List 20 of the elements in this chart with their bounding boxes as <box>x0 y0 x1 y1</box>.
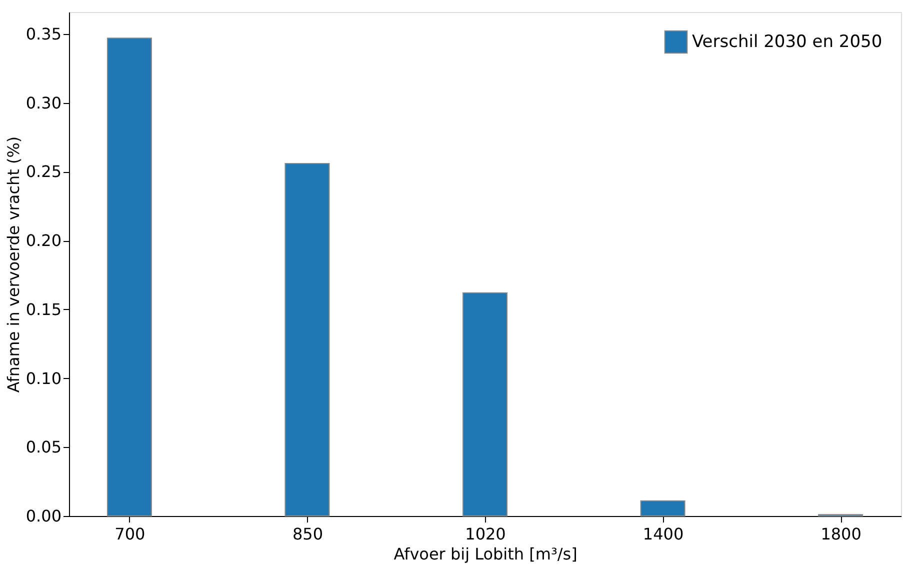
x-tick-label: 850 <box>292 524 323 544</box>
x-tick-label: 1020 <box>465 524 506 544</box>
y-tick-label: 0.35 <box>26 24 62 44</box>
y-tick-label: 0.25 <box>26 162 62 182</box>
y-tick-label: 0.00 <box>26 506 62 526</box>
y-axis-title: Afname in vervoerde vracht (%) <box>4 136 23 393</box>
x-tick-label: 700 <box>114 524 146 544</box>
x-axis-title: Afvoer bij Lobith [m³/s] <box>394 544 578 564</box>
y-tick-label: 0.10 <box>26 368 62 388</box>
y-tick-label: 0.05 <box>26 438 62 457</box>
y-tick-label: 0.15 <box>26 300 62 319</box>
x-tick-label: 1800 <box>820 524 862 544</box>
y-tick-label: 0.20 <box>26 231 62 250</box>
x-tick-label: 1400 <box>642 524 684 544</box>
bar <box>284 162 330 516</box>
y-tick-label: 0.30 <box>26 93 62 112</box>
bar <box>640 500 686 516</box>
legend-label: Verschil 2030 en 2050 <box>692 32 882 52</box>
bar <box>462 292 508 516</box>
bar <box>106 38 152 516</box>
